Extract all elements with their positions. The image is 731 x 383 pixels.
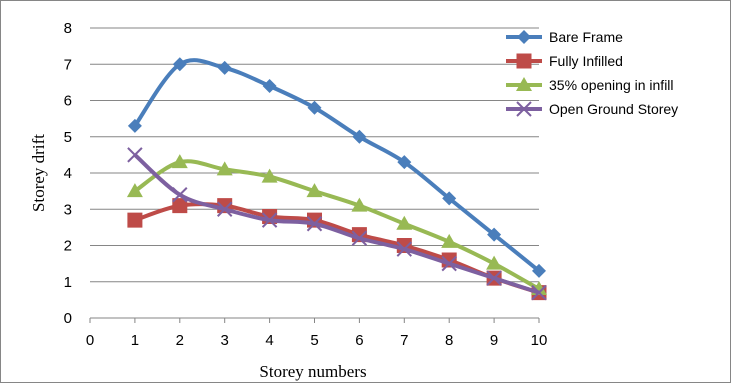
legend-item: Fully Infilled [506, 53, 623, 69]
data-point [127, 147, 143, 163]
data-point [306, 216, 323, 232]
marker-stroke [531, 284, 547, 301]
data-point [171, 154, 188, 169]
data-point [442, 191, 457, 206]
data-point [441, 233, 458, 248]
data-point [306, 183, 323, 198]
marker-stroke [351, 230, 368, 246]
x-tick-label: 8 [445, 332, 453, 349]
y-tick-label: 2 [64, 238, 72, 255]
series-line [133, 58, 541, 273]
data-point [307, 100, 322, 115]
data-point [441, 255, 457, 272]
x-tick-label: 2 [176, 332, 184, 349]
legend-label: Fully Infilled [549, 53, 623, 69]
y-axis-title: Storey drift [29, 134, 48, 212]
data-point [127, 118, 142, 133]
data-point [172, 198, 188, 214]
data-point [216, 201, 233, 217]
data-point [262, 79, 277, 93]
data-point [531, 284, 547, 301]
data-point [261, 168, 278, 183]
data-point [127, 212, 143, 228]
series-line [133, 159, 540, 291]
data-point [351, 230, 368, 246]
legend-label: 35% opening in infill [549, 77, 674, 93]
legend-label: Open Ground Storey [549, 101, 678, 117]
data-point [532, 263, 546, 278]
data-point [351, 197, 368, 212]
series-bare-frame [127, 57, 546, 278]
marker-stroke [516, 101, 532, 117]
data-point [172, 187, 188, 203]
marker-stroke [172, 187, 188, 203]
x-tick-label: 3 [221, 332, 229, 349]
x-tick-label: 4 [265, 332, 273, 349]
grid-lines [90, 27, 539, 283]
data-point [352, 129, 367, 144]
data-point [396, 215, 413, 230]
x-tick-label: 0 [86, 332, 94, 349]
legend-item: 35% opening in infill [506, 77, 674, 93]
legend-item: Open Ground Storey [506, 101, 678, 117]
tick-labels: 0 1 2 3 4 5 6 7 8 0 1 2 3 4 5 6 7 8 9 10 [64, 20, 548, 349]
y-tick-label: 7 [64, 56, 72, 73]
series-line [133, 153, 540, 295]
axes [89, 317, 540, 323]
y-tick-label: 3 [64, 201, 72, 218]
legend-marker [516, 77, 532, 91]
data-point [487, 227, 502, 242]
data-point [172, 57, 187, 72]
x-tick-label: 10 [531, 332, 548, 349]
x-tick-label: 5 [310, 332, 318, 349]
series-35-opening-in-infill [126, 154, 547, 295]
data-point [261, 212, 278, 228]
legend: Bare Frame Fully Infilled 35% opening in i… [506, 29, 678, 117]
x-tick-label: 9 [490, 332, 498, 349]
legend-marker [516, 53, 532, 69]
marker-stroke [261, 212, 278, 228]
x-tick-label: 7 [400, 332, 408, 349]
legend-marker [516, 101, 532, 117]
x-axis-title: Storey numbers [259, 362, 366, 381]
marker-stroke [441, 255, 457, 272]
marker-stroke [306, 216, 323, 232]
legend-label: Bare Frame [549, 29, 623, 45]
y-tick-label: 6 [64, 93, 72, 110]
y-tick-label: 0 [64, 310, 72, 327]
marker-stroke [127, 147, 143, 163]
series-layer [126, 57, 547, 301]
legend-marker [517, 30, 531, 44]
y-tick-label: 5 [64, 129, 72, 146]
data-point [216, 161, 233, 176]
data-point [486, 270, 502, 286]
data-point [396, 241, 413, 257]
data-point [486, 255, 503, 270]
x-tick-label: 6 [355, 332, 363, 349]
data-point [217, 60, 232, 75]
data-point [126, 183, 143, 198]
data-point [397, 155, 412, 170]
x-tick-label: 1 [131, 332, 139, 349]
legend-item: Bare Frame [506, 29, 623, 45]
marker-stroke [396, 241, 413, 257]
y-tick-label: 1 [64, 274, 72, 291]
marker-stroke [486, 270, 502, 286]
y-tick-label: 4 [64, 165, 72, 182]
series-open-ground-storey [127, 147, 547, 301]
y-tick-label: 8 [64, 20, 72, 37]
marker-stroke [216, 201, 233, 217]
